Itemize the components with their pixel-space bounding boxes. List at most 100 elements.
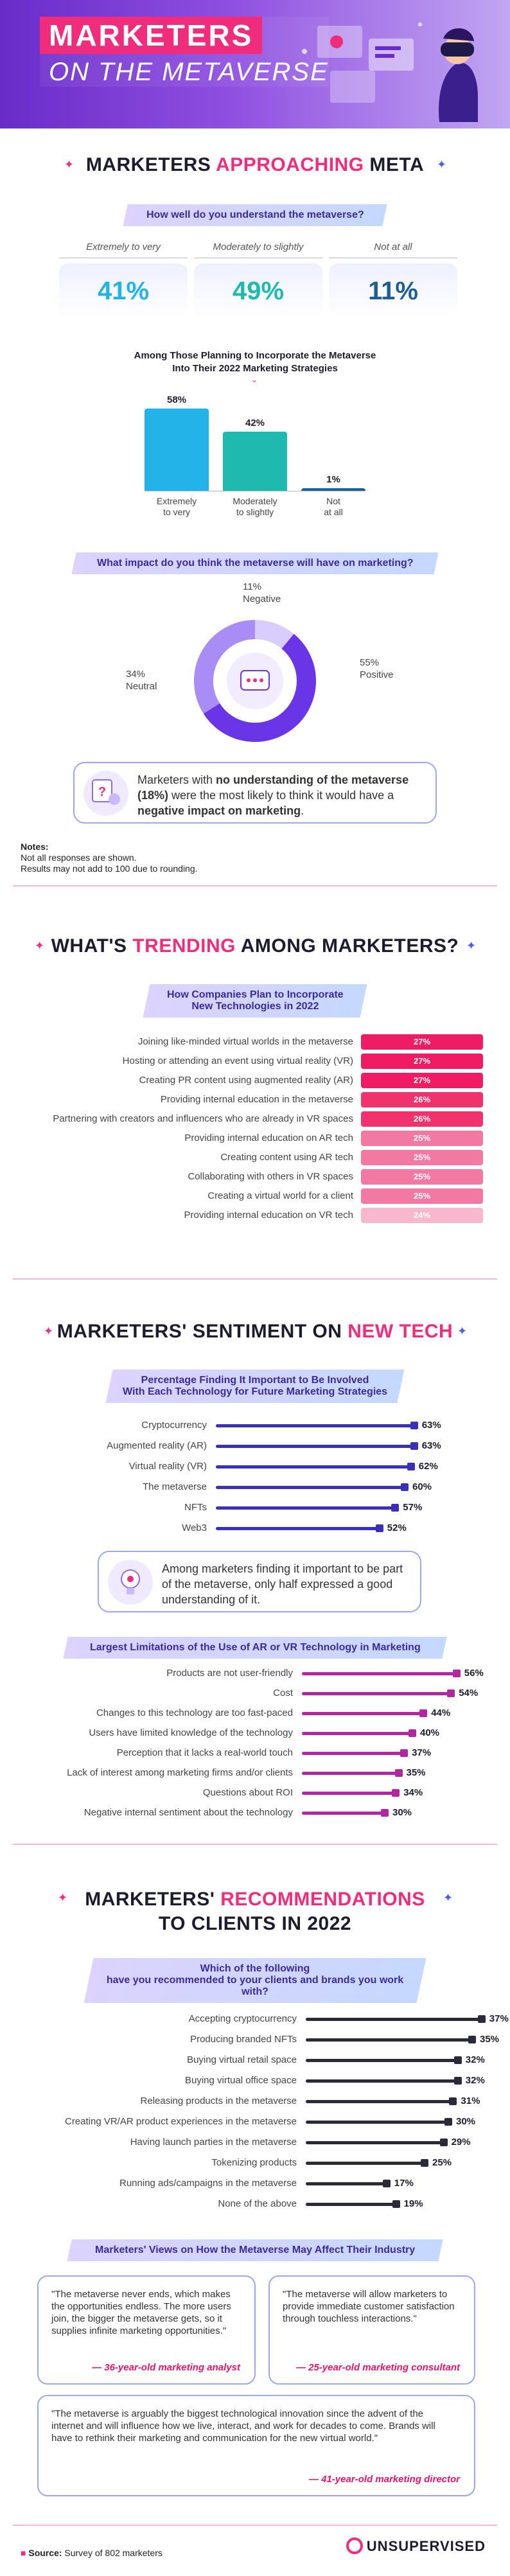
callout-text-part: . xyxy=(301,804,304,817)
bar xyxy=(145,409,209,491)
value-bar xyxy=(302,1752,405,1755)
value-bar xyxy=(216,1486,405,1489)
bar-value-label: 42% xyxy=(245,417,265,428)
question-text: Marketers' Views on How the Metaverse Ma… xyxy=(94,2245,416,2255)
value-label: 62% xyxy=(418,1461,438,1472)
row-label: Creating a virtual world for a client xyxy=(207,1190,353,1201)
stat-value: 49% xyxy=(194,263,322,319)
row-label: Accepting cryptocurrency xyxy=(188,2013,297,2024)
value-label: 29% xyxy=(451,2137,471,2148)
value-label: 63% xyxy=(421,1440,441,1451)
sparkle-icon: ✦ xyxy=(64,158,75,171)
sparkle-icon: ✦ xyxy=(466,939,477,952)
row-label: Products are not user-friendly xyxy=(166,1668,293,1679)
brand-logo: UNSUPERVISED xyxy=(346,2537,486,2555)
brand-mark-icon xyxy=(346,2537,363,2554)
value-bar xyxy=(306,2038,472,2042)
value-bar-end xyxy=(447,1689,455,1697)
value-bar-end xyxy=(394,1769,403,1777)
question-line: have you recommended to your clients and… xyxy=(106,1975,404,1997)
title-text: MARKETERS xyxy=(85,154,216,175)
row-label: Providing internal education on VR tech xyxy=(184,1210,354,1221)
donut-slice-label: 34% Neutral xyxy=(126,669,157,692)
subchart-title: Among Those Planning to Incorporate the … xyxy=(0,349,510,375)
value-pill: 27% xyxy=(361,1034,483,1050)
section-title-approaching-meta: MARKETERS APPROACHING META xyxy=(0,154,510,176)
value-bar-end xyxy=(382,2180,391,2187)
chat-bubble-dot xyxy=(259,678,263,682)
title-accent: RECOMMENDATIONS xyxy=(220,1889,425,1910)
question-banner: Largest Limitations of the Use of AR or … xyxy=(63,1637,447,1659)
question-mark-icon: ? xyxy=(84,771,128,816)
value-bar-end xyxy=(409,1729,416,1737)
value-bar-end xyxy=(392,1789,400,1797)
value-bar xyxy=(302,1812,385,1815)
title-text: META xyxy=(364,154,425,175)
value-bar-end xyxy=(410,1422,418,1429)
title-text: AMONG MARKETERS? xyxy=(236,935,459,957)
value-bar xyxy=(306,2018,482,2021)
value-pill: 27% xyxy=(361,1073,483,1088)
notes: Notes: Not all responses are shown. Resu… xyxy=(21,842,198,874)
hero-title-line1: MARKETERS xyxy=(40,17,263,54)
value-label: 25% xyxy=(432,2157,452,2168)
value-pill: 26% xyxy=(361,1092,483,1107)
value-label: 35% xyxy=(480,2034,500,2045)
question-banner: Percentage Finding It Important to Be In… xyxy=(105,1370,405,1403)
value-label: 17% xyxy=(394,2178,414,2189)
value-bar xyxy=(302,1772,399,1775)
question-banner: Which of the following have you recommend… xyxy=(84,1958,426,2003)
value-bar-end xyxy=(439,2139,448,2146)
stat-label: Moderately to slightly xyxy=(194,242,322,258)
value-label: 37% xyxy=(412,1747,432,1758)
value-label: 54% xyxy=(459,1688,479,1698)
question-line: Percentage Finding It Important to Be In… xyxy=(141,1375,369,1386)
bar-value-label: 1% xyxy=(326,474,340,485)
bar-category-label: Moderately to slightly xyxy=(233,496,277,517)
row-label: Having launch parties in the metaverse xyxy=(130,2137,297,2148)
value-label: 63% xyxy=(421,1420,441,1431)
quote-attribution: — 25-year-old marketing consultant xyxy=(295,2362,460,2373)
brand-name: UNSUPERVISED xyxy=(366,2538,486,2554)
value-bar-end xyxy=(381,1809,389,1817)
value-pill: 26% xyxy=(361,1111,483,1127)
value-bar xyxy=(302,1672,457,1675)
understanding-stat: Extremely to very 41% xyxy=(59,242,188,319)
stat-value: 11% xyxy=(329,263,457,319)
hero-title: MARKETERS ON THE METAVERSE xyxy=(40,17,329,87)
notes-title: Notes: xyxy=(21,842,49,852)
notes-line: Results may not add to 100 due to roundi… xyxy=(21,863,198,874)
question-line: How Companies Plan to Incorporate xyxy=(166,989,344,1000)
value-bar-end xyxy=(391,1504,400,1512)
value-label: 32% xyxy=(465,2075,485,2086)
row-label: Tokenizing products xyxy=(211,2157,297,2168)
importance-callout: Among marketers finding it important to … xyxy=(98,1551,421,1612)
callout-bold: negative impact on marketing xyxy=(137,804,301,817)
quote-attribution: — 36-year-old marketing analyst xyxy=(92,2362,240,2373)
value-label: 35% xyxy=(406,1767,426,1778)
callout-text: Marketers with no understanding of the m… xyxy=(137,772,420,818)
question-line: With Each Technology for Future Marketin… xyxy=(122,1386,388,1397)
value-label: 56% xyxy=(464,1668,484,1679)
row-label: Cost xyxy=(273,1688,293,1698)
value-pill: 24% xyxy=(361,1208,483,1223)
value-bar xyxy=(302,1792,396,1795)
value-bar xyxy=(306,2182,387,2185)
callout-bold: no understanding of the metaverse (18%) xyxy=(137,773,409,802)
question-text: What impact do you think the metaverse w… xyxy=(96,558,414,569)
section-divider xyxy=(13,1844,497,1845)
value-label: 34% xyxy=(403,1787,423,1798)
donut-slice-label: 11% Negative xyxy=(243,581,281,604)
donut-slice-label: 55% Positive xyxy=(360,657,394,680)
value-bar-end xyxy=(410,1442,418,1450)
notes-line: Not all responses are shown. xyxy=(21,852,137,863)
sparkle-icon: ✦ xyxy=(35,939,45,952)
value-label: 40% xyxy=(420,1727,440,1738)
stat-value: 41% xyxy=(59,263,188,319)
value-bar xyxy=(306,2162,425,2165)
value-bar xyxy=(216,1465,411,1469)
value-bar-end xyxy=(401,1483,409,1491)
stat-label: Extremely to very xyxy=(59,242,188,258)
subchart-title-line: Into Their 2022 Marketing Strategies xyxy=(172,363,338,374)
row-label: Buying virtual retail space xyxy=(187,2054,297,2065)
